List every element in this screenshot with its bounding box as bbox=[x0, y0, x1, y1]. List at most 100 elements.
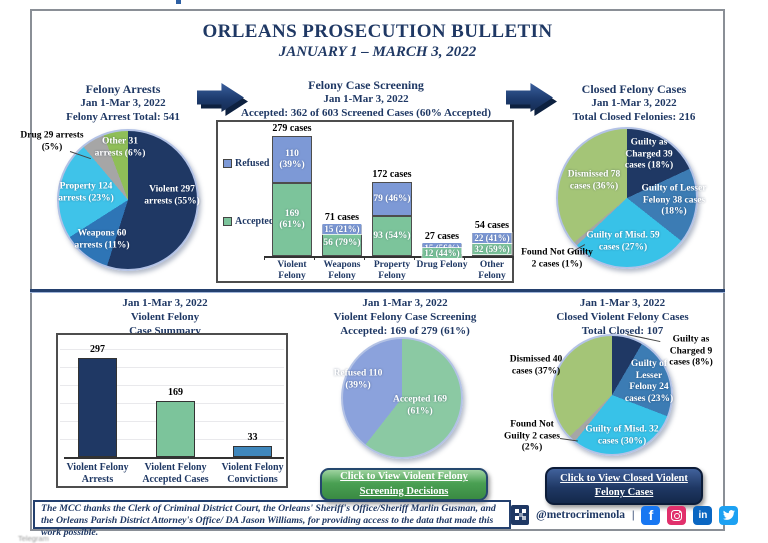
instagram-icon[interactable] bbox=[667, 505, 687, 525]
refused-segment: 79 (46%) bbox=[372, 182, 412, 216]
axis-tick bbox=[314, 256, 316, 260]
panel-total: Accepted: 362 of 603 Screened Cases (60%… bbox=[241, 106, 491, 119]
pie-slice-label: Other 31 arrests (6%) bbox=[94, 136, 146, 158]
pie-slice-label: Violent 297 arrests (55%) bbox=[144, 184, 200, 206]
axis-tick bbox=[464, 256, 466, 260]
x-axis bbox=[264, 256, 514, 258]
facebook-icon[interactable]: f bbox=[641, 505, 661, 525]
pie-slice-label: Guilty of Misd. 59 cases (27%) bbox=[586, 230, 660, 252]
view-closed-cases-button[interactable]: Click to View Closed Violent Felony Case… bbox=[545, 467, 703, 505]
segment-value-label: 15 (21%) bbox=[321, 222, 363, 235]
twitter-bird-icon bbox=[722, 510, 735, 520]
bar-category-label: Violent Felony Convictions bbox=[221, 462, 284, 485]
segment-value-label: 56 (79%) bbox=[323, 238, 361, 249]
panel-subtitle: Jan 1-Mar 3, 2022 bbox=[591, 97, 677, 109]
bar-value-label: 33 bbox=[247, 432, 258, 443]
panel-title: Closed Felony Cases bbox=[581, 82, 687, 96]
panel-title: Violent Felony Case Screening bbox=[333, 310, 477, 323]
legend-label: Accepted bbox=[235, 216, 275, 227]
panel-subtitle: Jan 1-Mar 3, 2022 bbox=[579, 297, 666, 309]
pie-slice-label: Found Not Guilty 2 cases (2%) bbox=[504, 419, 560, 453]
bar-category-label: Violent Felony bbox=[277, 260, 307, 282]
panel-title: Felony Case Screening bbox=[308, 78, 424, 92]
bar-category-label: Property Felony bbox=[373, 260, 411, 282]
segment-value-label: 79 (46%) bbox=[373, 193, 411, 204]
linkedin-icon[interactable]: in bbox=[693, 505, 713, 525]
panel-subtitle: Jan 1-Mar 3, 2022 bbox=[323, 93, 409, 105]
page-subtitle: JANUARY 1 – MARCH 3, 2022 bbox=[278, 44, 477, 60]
pie-slice-label: Guilty of Misd. 32 cases (30%) bbox=[585, 424, 659, 446]
bar bbox=[233, 446, 272, 457]
bar-total-label: 54 cases bbox=[474, 219, 510, 231]
pie-slice-label: Guilty as Charged 39 cases (18%) bbox=[624, 137, 674, 171]
view-screening-decisions-button[interactable]: Click to View Violent Felony Screening D… bbox=[320, 468, 488, 501]
segment-value-label: 22 (41%) bbox=[471, 231, 513, 244]
segment-value-label: 32 (59%) bbox=[471, 243, 513, 256]
panel-subtitle: Jan 1-Mar 3, 2022 bbox=[80, 97, 166, 109]
bar bbox=[156, 400, 195, 457]
segment-value-label: 93 (54%) bbox=[373, 230, 411, 241]
arrow-right-icon bbox=[197, 83, 248, 116]
axis-tick bbox=[364, 256, 366, 260]
pie-slice-label: Accepted 169 (61%) bbox=[392, 394, 448, 416]
pie-slice-label: Guilty of Lesser Felony 38 cases (18%) bbox=[641, 183, 707, 217]
panel-total: Accepted: 169 of 279 (61%) bbox=[340, 324, 470, 337]
accepted-segment: 56 (79%) bbox=[322, 231, 362, 256]
closed-violent-pie bbox=[551, 334, 673, 456]
bottom-watermark: Telegram bbox=[18, 534, 49, 543]
legend-refused: Refused bbox=[223, 158, 269, 169]
social-handle[interactable]: @metrocrimenola bbox=[536, 509, 626, 521]
violent-screening-pie bbox=[341, 337, 463, 459]
pie-slice-label: Weapons 60 arrests (11%) bbox=[74, 228, 130, 250]
segment-value-label: 15 (56%) bbox=[421, 241, 463, 254]
bar bbox=[78, 358, 117, 457]
arrow-right-icon bbox=[506, 83, 557, 116]
footer-disclaimer: The MCC thanks the Clerk of Criminal Dis… bbox=[33, 500, 511, 538]
refused-segment: 110 (39%) bbox=[272, 136, 312, 184]
bar-value-label: 297 bbox=[90, 344, 105, 355]
segment-value-label: 12 (44%) bbox=[421, 247, 463, 260]
felony-screening-chart: Refused Accepted 169 (61%) 110 (39%) 279 c… bbox=[216, 120, 515, 283]
panel-closed-violent: Jan 1-Mar 3, 2022 Closed Violent Felony … bbox=[504, 295, 725, 510]
legend-label: Refused bbox=[235, 158, 270, 169]
bar-value-label: 169 bbox=[168, 386, 183, 398]
bar-total-label: 279 cases bbox=[272, 123, 312, 134]
bar-category-label: Other Felony bbox=[478, 260, 506, 282]
camera-glyph-icon bbox=[671, 509, 683, 521]
axis-tick bbox=[414, 256, 416, 260]
accepted-swatch-icon bbox=[223, 217, 232, 226]
stray-dot bbox=[176, 0, 181, 4]
panel-title: Violent Felony bbox=[130, 310, 200, 323]
panel-subtitle: Jan 1-Mar 3, 2022 bbox=[122, 297, 208, 309]
legend-accepted: Accepted bbox=[223, 216, 274, 227]
panel-title: Felony Arrests bbox=[85, 82, 161, 96]
page-title: ORLEANS PROSECUTION BULLETIN bbox=[202, 21, 553, 42]
bar-category-label: Violent Felony Arrests bbox=[66, 462, 129, 485]
panel-violent-screening: Jan 1-Mar 3, 2022 Violent Felony Case Sc… bbox=[305, 295, 505, 510]
panel-total: Total Closed: 107 bbox=[581, 324, 664, 337]
mcc-logo bbox=[511, 505, 529, 525]
separator: | bbox=[632, 509, 635, 521]
violent-summary-chart: 297 Violent Felony Arrests 169 Violent Felo… bbox=[56, 333, 288, 488]
pie-slice-label: Drug 29 arrests (5%) bbox=[20, 130, 84, 152]
bar-total-label: 27 cases bbox=[424, 231, 460, 243]
social-bar: @metrocrimenola | f in bbox=[511, 503, 739, 527]
bar-category-label: Violent Felony Accepted Cases bbox=[142, 462, 209, 485]
twitter-icon[interactable] bbox=[719, 505, 739, 525]
panel-felony-arrests: Felony Arrests Jan 1-Mar 3, 2022 Felony … bbox=[20, 80, 216, 291]
panel-total: Total Closed Felonies: 216 bbox=[572, 110, 696, 123]
pie-slice-label: Refused 110 (39%) bbox=[333, 368, 383, 390]
section-divider bbox=[30, 289, 725, 293]
x-axis bbox=[64, 457, 284, 459]
pie-slice-label: Guilty of Lesser Felony 24 cases (23%) bbox=[624, 358, 674, 404]
axis-tick bbox=[264, 256, 266, 260]
pie-slice-label: Guilty as Charged 9 cases (8%) bbox=[669, 334, 713, 368]
felony-arrests-pie bbox=[57, 129, 199, 271]
refused-swatch-icon bbox=[223, 159, 232, 168]
panel-title: Closed Violent Felony Cases bbox=[556, 310, 689, 323]
panel-felony-screening: Felony Case Screening Jan 1-Mar 3, 2022 … bbox=[216, 78, 516, 291]
accepted-segment: 169 (61%) bbox=[272, 183, 312, 256]
pie-slice-label: Dismissed 40 cases (37%) bbox=[509, 354, 563, 376]
pie-slice-label: Found Not Guilty 2 cases (1%) bbox=[521, 247, 593, 269]
